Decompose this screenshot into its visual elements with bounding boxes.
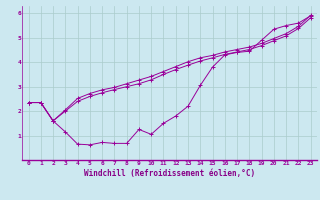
X-axis label: Windchill (Refroidissement éolien,°C): Windchill (Refroidissement éolien,°C) <box>84 169 255 178</box>
